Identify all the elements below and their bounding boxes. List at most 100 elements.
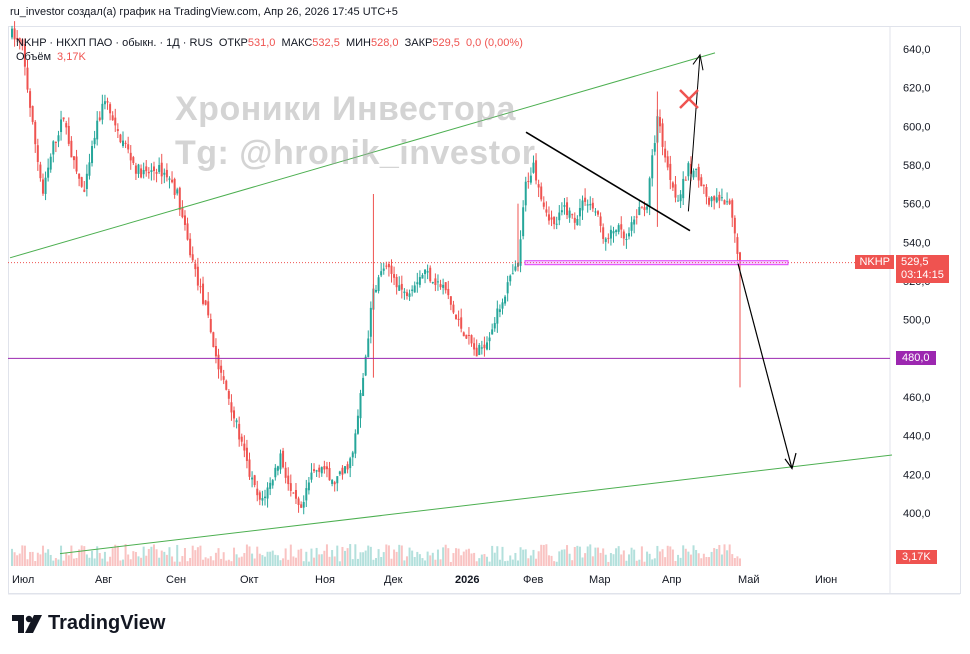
y-tick-label: 400,0	[903, 508, 931, 520]
volume-bar	[227, 559, 230, 566]
volume-bar	[325, 544, 328, 566]
volume-bar	[509, 555, 512, 566]
footer-brand: TradingView	[12, 612, 165, 635]
volume-bar	[207, 558, 210, 566]
volume-bar	[576, 545, 579, 566]
candle-body	[313, 469, 316, 472]
descending-line[interactable]	[525, 131, 691, 232]
volume-bar	[297, 549, 300, 566]
volume-bar	[36, 552, 39, 566]
volume-bar	[679, 557, 682, 566]
candle-body	[116, 129, 119, 132]
volume-bar	[418, 554, 421, 566]
candle-body	[411, 289, 414, 291]
volume-bar	[638, 559, 641, 566]
brand-name[interactable]: TradingView	[48, 612, 166, 634]
candle-body	[609, 229, 612, 239]
volume-bar	[70, 545, 73, 566]
target-arrow[interactable]	[737, 263, 793, 469]
volume-bar	[612, 554, 615, 566]
candle-body	[558, 212, 561, 221]
volume-bar	[101, 558, 104, 566]
volume-bar	[646, 551, 649, 566]
candle-body	[604, 238, 607, 242]
volume-bar	[367, 545, 370, 566]
volume-bar	[689, 554, 692, 566]
volume-bar	[168, 547, 171, 566]
candle-body	[529, 175, 532, 183]
volume-bar	[723, 544, 726, 566]
volume-bar	[93, 558, 96, 566]
candle-body	[227, 390, 230, 399]
volume-bar	[630, 547, 633, 566]
volume-bar	[545, 544, 548, 566]
candles	[11, 21, 741, 515]
volume-bar	[183, 548, 186, 566]
volume-bar	[235, 554, 238, 566]
volume-bar	[664, 557, 667, 566]
candle-body	[333, 482, 336, 485]
candle-body	[553, 216, 556, 225]
candle-body	[467, 334, 470, 336]
candle-body	[83, 189, 86, 192]
candle-body	[573, 217, 576, 223]
candle-body	[651, 155, 654, 179]
volume-bar	[609, 553, 612, 566]
candle-body	[54, 142, 57, 144]
candle-body	[356, 415, 359, 434]
candle-body	[550, 217, 553, 220]
candle-body	[439, 284, 442, 288]
volume-bar	[338, 561, 341, 566]
volume-bar	[705, 557, 708, 566]
candle-body	[349, 458, 352, 469]
candle-body	[687, 163, 690, 177]
candle-body	[527, 181, 530, 183]
candle-body	[684, 179, 687, 181]
volume-bar	[504, 561, 507, 566]
candle-body	[204, 300, 207, 305]
volume-bar	[243, 553, 246, 566]
upper-trendline[interactable]	[9, 52, 716, 259]
candle-body	[52, 141, 55, 155]
symbol-info[interactable]: NKHP · НКХП ПАО · обыкн. · 1Д · RUS	[16, 37, 213, 49]
volume-bar	[114, 544, 117, 566]
candle-body	[702, 185, 705, 187]
volume-bar	[403, 560, 406, 566]
candle-body	[346, 464, 349, 470]
breakout-arrow[interactable]	[687, 54, 701, 212]
candle-body	[689, 163, 692, 174]
candle-body	[695, 168, 698, 170]
candle-body	[13, 28, 16, 40]
candle-body	[194, 263, 197, 270]
volume-bar	[31, 551, 34, 566]
candle-body	[124, 142, 127, 144]
volume-bar	[586, 546, 589, 566]
volume-bar	[21, 545, 24, 566]
volume-bar	[736, 556, 739, 566]
candle-body	[109, 104, 112, 114]
lower-trendline[interactable]	[59, 454, 893, 555]
y-tick-label: 560,0	[903, 199, 931, 211]
candle-body	[723, 200, 726, 205]
volume-bar	[62, 560, 65, 566]
candle-body	[80, 177, 83, 187]
volume-bar	[398, 544, 401, 566]
volume-bar	[390, 558, 393, 566]
volume-bar	[426, 551, 429, 566]
volume-bar	[506, 560, 509, 566]
volume-bar	[204, 557, 207, 566]
volume-bar	[656, 545, 659, 566]
candle-body	[677, 200, 680, 202]
support-zone[interactable]	[524, 260, 789, 266]
candle-body	[238, 423, 241, 440]
volume-bar	[692, 545, 695, 566]
volume-bar	[731, 554, 734, 566]
candle-body	[111, 115, 114, 121]
volume-bar	[643, 561, 646, 566]
volume-bar	[491, 545, 494, 566]
candle-body	[294, 490, 297, 499]
candle-body	[398, 285, 401, 291]
volume-bar	[452, 553, 455, 566]
volume-bar	[702, 553, 705, 566]
